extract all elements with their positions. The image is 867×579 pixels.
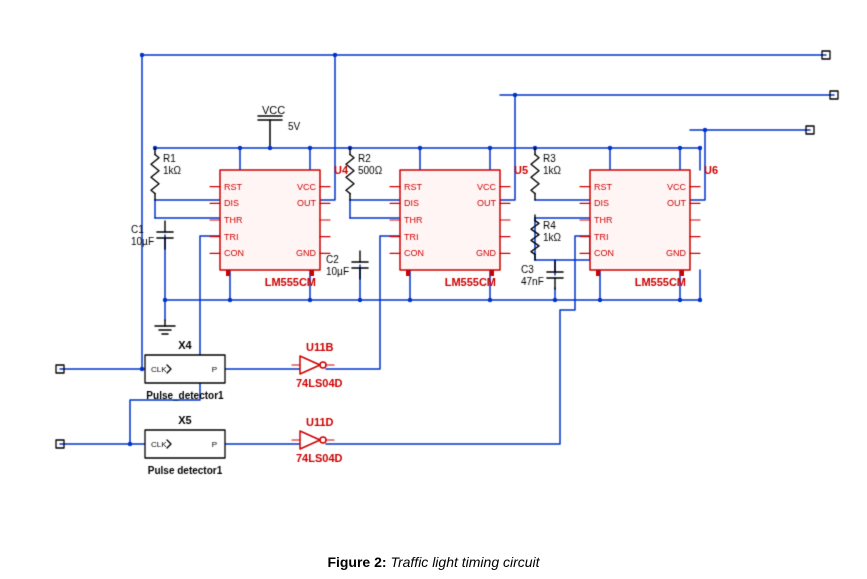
schematic-canvas [0, 0, 867, 548]
caption-text: Traffic light timing circuit [390, 554, 539, 570]
figure-caption: Figure 2: Traffic light timing circuit [0, 554, 867, 570]
caption-label: Figure 2: [327, 554, 386, 570]
